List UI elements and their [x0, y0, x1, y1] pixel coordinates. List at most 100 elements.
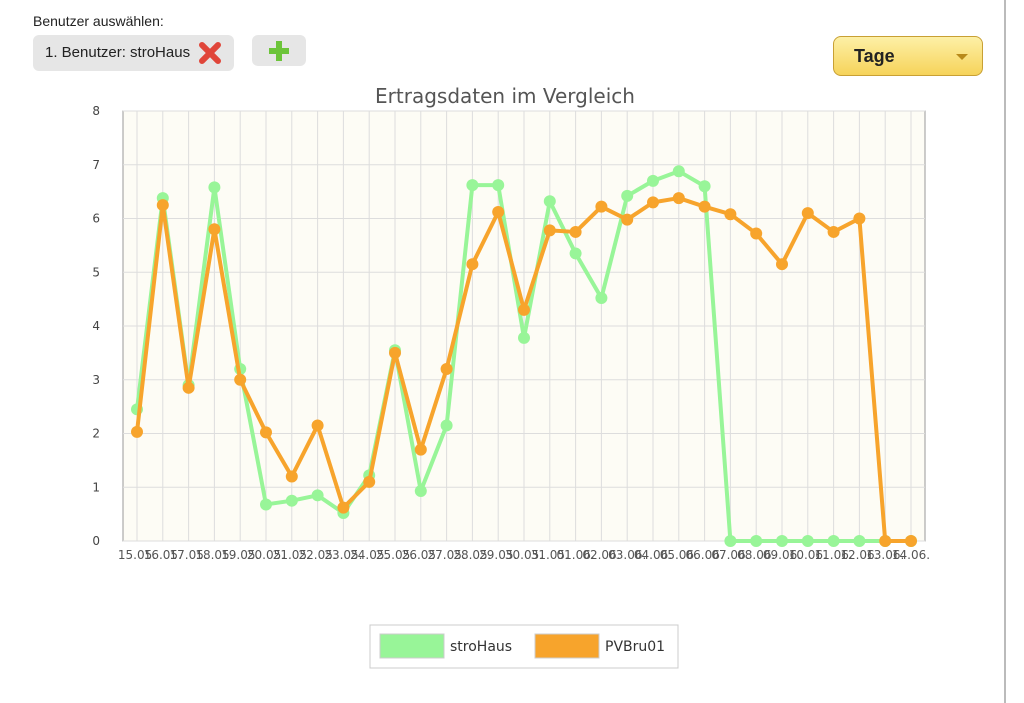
page-edge [1004, 0, 1006, 703]
remove-icon[interactable] [198, 41, 222, 65]
data-point [234, 373, 247, 386]
data-point [260, 498, 272, 511]
x-tick-label: 05.06. [660, 548, 698, 562]
data-point [208, 181, 221, 194]
legend-label: stroHaus [450, 639, 512, 655]
user-chip-label: 1. Benutzer: stroHaus [45, 44, 191, 61]
y-tick-label: 3 [92, 373, 100, 387]
data-point [389, 346, 401, 359]
data-point [363, 475, 376, 488]
chart: Ertragsdaten im Vergleich 0 1 2 3 4 5 6 7 8 15.05… [92, 84, 930, 669]
x-tick-label: 13.06. [866, 548, 904, 562]
data-point [750, 227, 763, 240]
x-tick-label: 19.05. [221, 548, 259, 562]
x-tick-label: 07.06. [711, 548, 749, 562]
y-tick-label: 8 [92, 104, 100, 118]
data-point [672, 165, 685, 178]
data-point [698, 180, 711, 193]
data-point [827, 225, 840, 238]
data-point [492, 206, 505, 219]
add-icon [269, 41, 289, 61]
data-point [750, 535, 763, 547]
data-point [672, 192, 685, 205]
data-point [414, 485, 427, 498]
data-point [414, 443, 427, 456]
x-tick-label: 11.06. [815, 548, 853, 562]
data-point [621, 213, 634, 226]
data-point [182, 381, 195, 394]
x-tick-label: 28.05. [453, 548, 491, 562]
legend-label: PVBru01 [605, 639, 665, 655]
y-tick-label: 2 [92, 427, 100, 441]
x-tick-label: 25.05. [376, 548, 414, 562]
data-point [595, 292, 608, 305]
data-point [647, 196, 659, 209]
x-tick-label: 20.05. [247, 548, 285, 562]
data-point [776, 535, 788, 547]
data-point [543, 195, 556, 208]
data-point [827, 535, 840, 547]
data-point [260, 426, 272, 439]
data-point [466, 179, 479, 192]
data-point [440, 419, 453, 432]
data-point [131, 425, 143, 438]
x-tick-label: 31.05. [531, 548, 569, 562]
x-tick-label: 22.05. [299, 548, 337, 562]
data-point [156, 199, 169, 212]
select-label: Benutzer auswählen: [33, 13, 164, 29]
x-tick-label: 03.06. [608, 548, 646, 562]
y-tick-label: 0 [92, 534, 100, 548]
legend-swatch [534, 633, 600, 659]
period-dropdown[interactable]: Tage [833, 36, 983, 76]
data-point [724, 208, 737, 221]
data-point [569, 225, 582, 238]
data-point [853, 212, 866, 225]
data-point [647, 174, 659, 187]
data-point [337, 501, 350, 514]
x-tick-label: 17.05. [170, 548, 208, 562]
period-label: Tage [854, 46, 895, 66]
x-tick-label: 21.05. [273, 548, 311, 562]
x-tick-label: 14.06. [892, 548, 930, 562]
data-point [440, 363, 453, 375]
data-point [879, 535, 892, 547]
x-tick-label: 29.05. [479, 548, 517, 562]
add-user-button[interactable] [252, 35, 306, 66]
x-tick-label: 23.05. [324, 548, 362, 562]
x-tick-label: 15.05. [118, 548, 156, 562]
data-point [543, 224, 556, 237]
data-point [208, 223, 221, 236]
data-point [518, 303, 530, 316]
y-tick-label: 7 [92, 158, 100, 172]
data-point [853, 535, 866, 547]
x-tick-label: 26.05. [402, 548, 440, 562]
x-tick-label: 06.06. [686, 548, 724, 562]
x-tick-label: 30.05. [505, 548, 543, 562]
x-tick-label: 18.05. [195, 548, 233, 562]
x-tick-label: 09.06. [763, 548, 801, 562]
data-point [285, 470, 298, 483]
data-point [311, 419, 324, 432]
y-tick-label: 6 [92, 212, 100, 226]
x-tick-label: 16.05. [144, 548, 182, 562]
data-point [724, 535, 737, 547]
data-point [801, 535, 814, 547]
data-point [905, 535, 917, 547]
x-tick-label: 12.06. [840, 548, 878, 562]
x-tick-label: 10.06. [789, 548, 827, 562]
x-tick-label: 04.06. [634, 548, 672, 562]
x-tick-label: 08.06. [737, 548, 775, 562]
x-tick-label: 24.05. [350, 548, 388, 562]
data-point [285, 494, 298, 507]
dropdown-arrow [956, 54, 968, 60]
data-point [311, 489, 324, 502]
data-point [595, 200, 608, 213]
data-point [776, 258, 788, 271]
user-chip[interactable]: 1. Benutzer: stroHaus [33, 35, 235, 71]
data-point [466, 258, 479, 271]
x-tick-label: 01.06. [557, 548, 595, 562]
y-tick-label: 4 [92, 319, 100, 333]
x-tick-label: 27.05. [428, 548, 466, 562]
